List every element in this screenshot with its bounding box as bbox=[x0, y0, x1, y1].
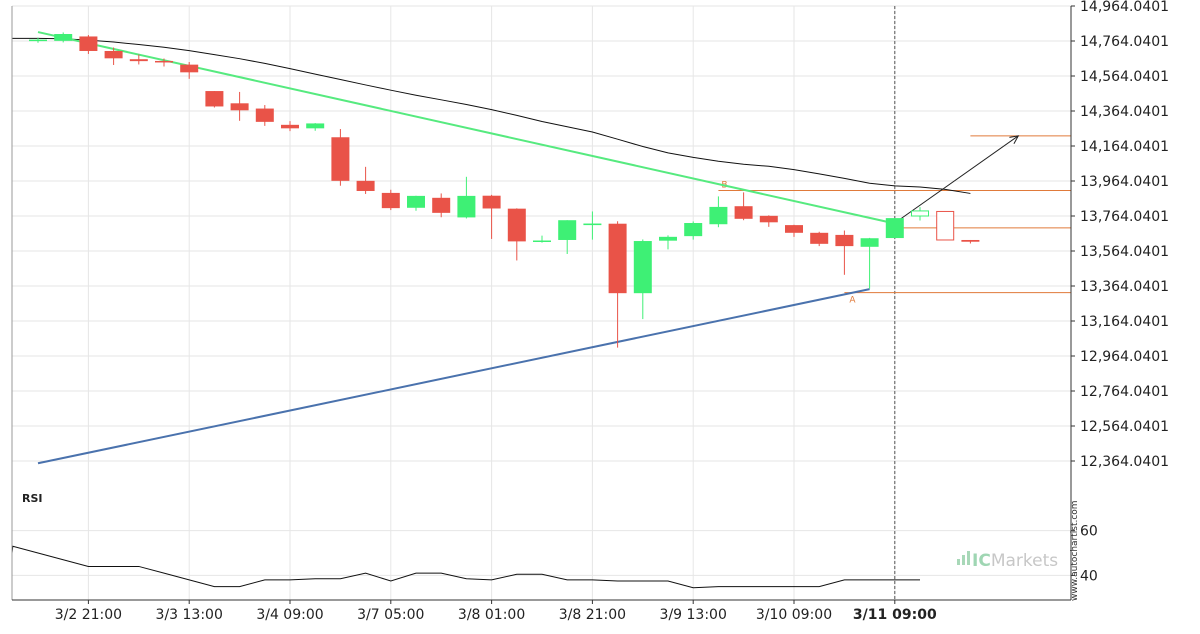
x-tick-label: 3/4 09:00 bbox=[256, 607, 323, 623]
candle-body bbox=[129, 59, 148, 62]
y-tick-label: 13,364.0401 bbox=[1080, 279, 1169, 295]
candle-body bbox=[785, 225, 803, 233]
candle-body bbox=[104, 50, 123, 59]
candle-body bbox=[885, 218, 904, 239]
grid-layer bbox=[12, 5, 1071, 600]
y-tick-label: 12,564.0401 bbox=[1080, 419, 1169, 435]
pattern-point-label: A bbox=[849, 296, 856, 306]
y-tick-label: 12,764.0401 bbox=[1080, 384, 1169, 400]
y-tick-label: 14,364.0401 bbox=[1080, 104, 1169, 120]
candle-body bbox=[281, 124, 299, 129]
axes-layer: 14,964.0401 14,764.0401 14,564.0401 14,364.… bbox=[11, 0, 1169, 623]
candle-body bbox=[180, 64, 199, 73]
autochartist-credit: www.autochartist.com bbox=[1070, 500, 1080, 601]
x-tick-label: 3/10 09:00 bbox=[756, 607, 832, 623]
candle-body bbox=[936, 210, 955, 241]
svg-text:ICMarkets: ICMarkets bbox=[972, 551, 1058, 571]
candle-body bbox=[457, 195, 476, 218]
candle-body bbox=[381, 192, 400, 209]
x-tick-label: 3/3 13:00 bbox=[156, 607, 223, 623]
y-tick-label: 13,964.0401 bbox=[1080, 174, 1169, 190]
watermark-markets: Markets bbox=[991, 551, 1058, 571]
candle-body bbox=[835, 234, 854, 247]
candle-body bbox=[961, 239, 980, 242]
rsi-line bbox=[11, 545, 920, 589]
candle-body bbox=[482, 195, 501, 209]
y-tick-label: 14,564.0401 bbox=[1080, 69, 1169, 85]
candle-body bbox=[608, 223, 627, 294]
candle-body bbox=[583, 223, 602, 226]
candle-body bbox=[54, 34, 73, 41]
x-tick-label: 3/11 09:00 bbox=[853, 607, 937, 623]
watermark-ic: IC bbox=[972, 551, 991, 571]
candle-body bbox=[860, 238, 879, 247]
candle-body bbox=[507, 208, 526, 242]
candle-body bbox=[205, 91, 224, 107]
forecast-arrow bbox=[894, 135, 1019, 224]
rsi-panel-label: RSI bbox=[22, 492, 43, 505]
x-tick-label: 3/7 05:00 bbox=[357, 607, 424, 623]
resistance-trendline bbox=[37, 31, 896, 225]
candle-body bbox=[810, 232, 829, 244]
forecast-arrow-head bbox=[1009, 135, 1020, 144]
candle-body bbox=[230, 103, 249, 111]
candle-body bbox=[684, 223, 703, 237]
rsi-panel: RSI bbox=[11, 492, 920, 589]
candle-body bbox=[29, 39, 47, 42]
candle-body bbox=[759, 215, 778, 223]
support-trendline bbox=[37, 288, 870, 465]
candle-body bbox=[911, 210, 929, 217]
candle-body bbox=[79, 36, 98, 51]
moving-average-line bbox=[12, 37, 971, 194]
candle-body bbox=[734, 206, 753, 219]
y-tick-label: 12,364.0401 bbox=[1080, 454, 1169, 470]
rsi-tick-label: 40 bbox=[1080, 568, 1098, 584]
candle-body bbox=[407, 195, 425, 208]
candles-layer bbox=[29, 32, 980, 348]
candle-body bbox=[155, 60, 173, 63]
y-tick-label: 13,564.0401 bbox=[1080, 244, 1169, 260]
y-tick-label: 12,964.0401 bbox=[1080, 349, 1169, 365]
candle-body bbox=[432, 197, 451, 213]
candle-body bbox=[356, 180, 375, 191]
candle-body bbox=[331, 137, 350, 181]
candle-body bbox=[306, 123, 325, 129]
candle-body bbox=[533, 240, 551, 243]
y-tick-label: 14,964.0401 bbox=[1080, 0, 1169, 15]
x-tick-label: 3/9 13:00 bbox=[660, 607, 727, 623]
candle-body bbox=[558, 220, 577, 240]
candle-body bbox=[255, 108, 274, 122]
icmarkets-watermark: ICMarkets bbox=[957, 551, 1058, 571]
y-tick-label: 13,764.0401 bbox=[1080, 209, 1169, 225]
y-tick-label: 13,164.0401 bbox=[1080, 314, 1169, 330]
candle-body bbox=[709, 206, 728, 225]
x-tick-label: 3/8 21:00 bbox=[559, 607, 626, 623]
y-tick-label: 14,164.0401 bbox=[1080, 139, 1169, 155]
x-tick-label: 3/8 01:00 bbox=[458, 607, 525, 623]
rsi-tick-label: 60 bbox=[1080, 524, 1098, 540]
indicator-layer: BA bbox=[12, 6, 1071, 600]
x-tick-label: 3/2 21:00 bbox=[55, 607, 122, 623]
y-tick-label: 14,764.0401 bbox=[1080, 34, 1169, 50]
candle-body bbox=[633, 241, 652, 294]
icmarkets-bars-icon bbox=[957, 551, 970, 565]
candle-body bbox=[659, 236, 677, 241]
